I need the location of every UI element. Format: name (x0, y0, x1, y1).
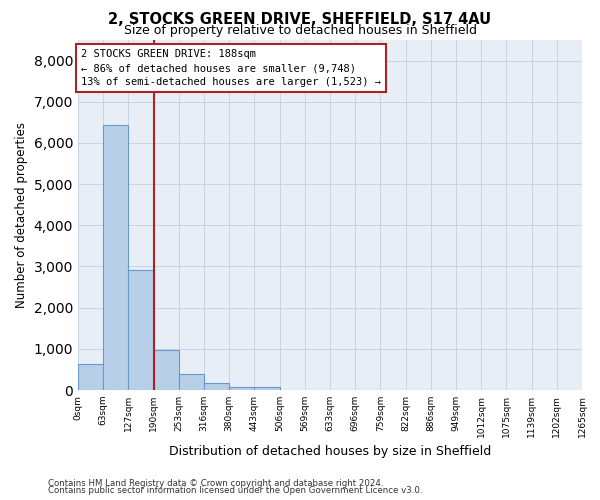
Bar (103, 125, 128, 390)
Text: Contains public sector information licensed under the Open Government Licence v3: Contains public sector information licen… (48, 486, 422, 495)
Bar (128, 270, 154, 390)
X-axis label: Distribution of detached houses by size in Sheffield: Distribution of detached houses by size … (169, 446, 491, 458)
Bar (229, 386, 254, 390)
Bar (254, 386, 280, 390)
Text: 2 STOCKS GREEN DRIVE: 188sqm
← 86% of detached houses are smaller (9,748)
13% of: 2 STOCKS GREEN DRIVE: 188sqm ← 86% of de… (81, 49, 381, 87)
Bar (204, 384, 229, 390)
Text: Contains HM Land Registry data © Crown copyright and database right 2024.: Contains HM Land Registry data © Crown c… (48, 478, 383, 488)
Text: Size of property relative to detached houses in Sheffield: Size of property relative to detached ho… (124, 24, 476, 37)
Bar (154, 350, 179, 390)
Bar (78, 364, 103, 390)
Bar (179, 374, 204, 390)
Y-axis label: Number of detached properties: Number of detached properties (15, 122, 28, 308)
Text: 2, STOCKS GREEN DRIVE, SHEFFIELD, S17 4AU: 2, STOCKS GREEN DRIVE, SHEFFIELD, S17 4A… (109, 12, 491, 28)
